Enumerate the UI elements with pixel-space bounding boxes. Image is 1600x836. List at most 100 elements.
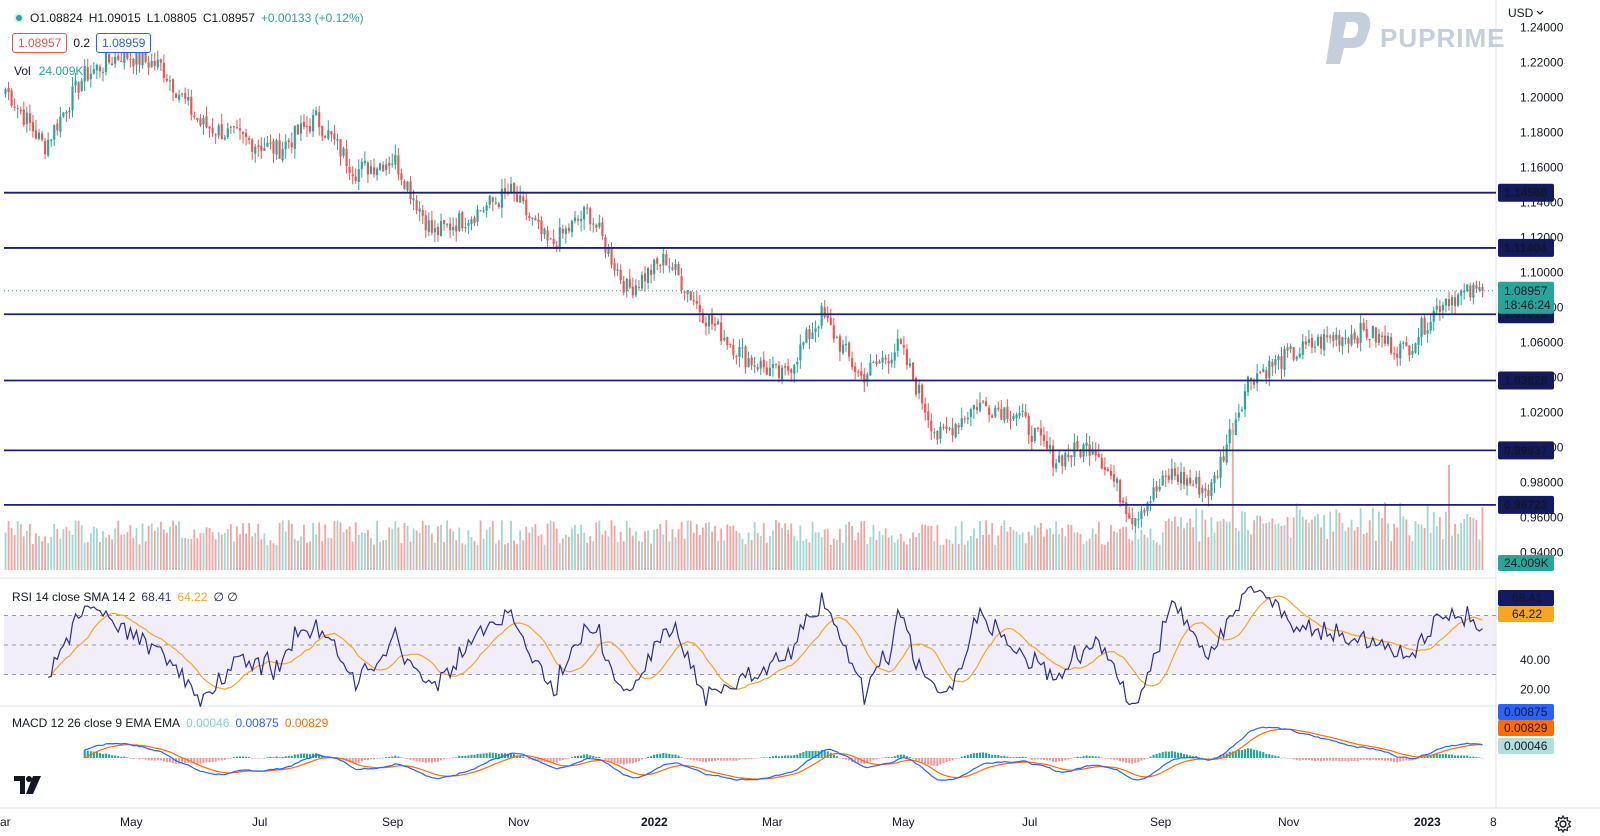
volume-bar <box>960 521 963 570</box>
macd-hist-bar <box>305 753 309 758</box>
volume-bar <box>653 529 656 570</box>
volume-bar <box>1085 541 1088 570</box>
candle-body <box>1091 449 1094 455</box>
level-label-bg <box>1498 183 1554 202</box>
candle-body <box>601 222 604 237</box>
volume-bar <box>1177 526 1179 570</box>
volume-bar <box>845 524 847 570</box>
macd-hist-bar <box>765 757 768 758</box>
macd-hist-bar <box>567 758 570 759</box>
candle-body <box>671 267 674 270</box>
candle-body <box>1204 488 1207 491</box>
macd-hist-bar <box>756 758 759 759</box>
buy-button[interactable]: 1.08959 <box>96 33 152 53</box>
volume-bar <box>619 531 622 570</box>
volume-bar <box>1381 518 1383 570</box>
macd-hist-bar <box>178 758 181 764</box>
macd-hist-bar <box>939 758 942 765</box>
volume-value-label: 24.009K <box>1504 556 1549 570</box>
candle-body <box>1405 342 1408 346</box>
volume-bar <box>729 526 732 570</box>
volume-bar <box>263 533 266 570</box>
candle-body <box>1067 454 1070 458</box>
candle-body <box>366 162 369 175</box>
volume-bar <box>141 523 144 570</box>
macd-hist-bar <box>854 758 857 763</box>
tradingview-logo-icon[interactable] <box>14 776 42 799</box>
macd-hist-bar <box>1335 758 1338 761</box>
macd-hist-bar <box>665 753 668 758</box>
macd-hist-bar <box>930 758 933 766</box>
volume-bar <box>1155 542 1158 570</box>
candle-body <box>567 227 570 232</box>
candle-body <box>62 112 65 117</box>
settings-gear-icon[interactable] <box>1554 814 1572 836</box>
candle-body <box>589 208 592 225</box>
macd-hist-bar <box>223 758 226 760</box>
volume-bar <box>1198 541 1201 570</box>
volume-bar <box>1161 532 1164 570</box>
candle-body <box>1052 445 1055 468</box>
macd-hist-bar <box>406 758 409 759</box>
macd-hist-bar <box>123 756 126 758</box>
candle-body <box>287 140 290 143</box>
macd-hist-bar <box>1377 758 1381 761</box>
volume-bar <box>1295 503 1298 570</box>
candle-body <box>95 64 98 71</box>
volume-bar <box>169 526 171 570</box>
macd-hist-bar <box>147 758 150 761</box>
sell-button[interactable]: 1.08957 <box>12 33 68 53</box>
macd-hist-bar <box>229 757 232 759</box>
rsi-legend[interactable]: RSI 14 close SMA 14 2 68.41 64.22 ∅ ∅ <box>12 590 238 604</box>
macd-hist-bar <box>522 756 525 758</box>
macd-hist-bar <box>1085 755 1088 758</box>
volume-legend[interactable]: Vol 24.009K <box>14 64 83 78</box>
macd-hist-bar <box>1307 758 1310 760</box>
macd-hist-bar <box>436 758 440 762</box>
macd-hist-bar <box>1277 756 1280 758</box>
macd-hist-bar <box>83 749 86 758</box>
macd-hist-bar <box>1045 758 1049 761</box>
macd-hist-bar <box>284 756 287 758</box>
candle-body <box>561 228 564 234</box>
candle-body <box>509 183 513 193</box>
currency-selector[interactable]: USD <box>1508 6 1545 20</box>
macd-hist-bar <box>458 755 461 758</box>
volume-bar <box>126 532 129 570</box>
candle-body <box>13 106 16 108</box>
volume-bar <box>656 528 659 570</box>
candle-body <box>540 220 543 234</box>
candle-body <box>442 220 446 225</box>
volume-bar <box>1180 517 1182 570</box>
macd-hist-bar <box>1012 757 1015 758</box>
volume-bar <box>772 530 774 570</box>
macd-hist-bar <box>1256 750 1259 758</box>
candle-body <box>732 345 735 356</box>
macd-hist-bar <box>595 756 598 758</box>
volume-bar <box>318 522 321 570</box>
candle-body <box>854 366 857 373</box>
volume-bar <box>991 523 994 570</box>
macd-hist-bar <box>969 754 972 758</box>
candle-body <box>77 82 80 93</box>
candle-body <box>1347 338 1350 344</box>
candle-body <box>914 377 918 395</box>
macd-hist-bar <box>1316 758 1320 761</box>
macd-hist-bar <box>196 758 199 764</box>
macd-legend[interactable]: MACD 12 26 close 9 EMA EMA 0.00046 0.008… <box>12 716 328 730</box>
volume-bar <box>1441 539 1444 570</box>
candle-body <box>793 365 796 374</box>
candle-body <box>129 58 132 60</box>
macd-hist-bar <box>659 753 662 758</box>
macd-hist-bar <box>1006 756 1009 758</box>
macd-hist-bar <box>1350 758 1353 762</box>
volume-bar <box>1323 514 1326 570</box>
macd-hist-bar <box>616 758 619 764</box>
candle-body <box>744 346 747 368</box>
macd-hist-bar <box>199 758 202 764</box>
volume-bar <box>102 531 104 570</box>
candle-body <box>826 315 829 319</box>
volume-bar <box>403 522 406 570</box>
price-tick-label: 1.16000 <box>1520 161 1564 175</box>
